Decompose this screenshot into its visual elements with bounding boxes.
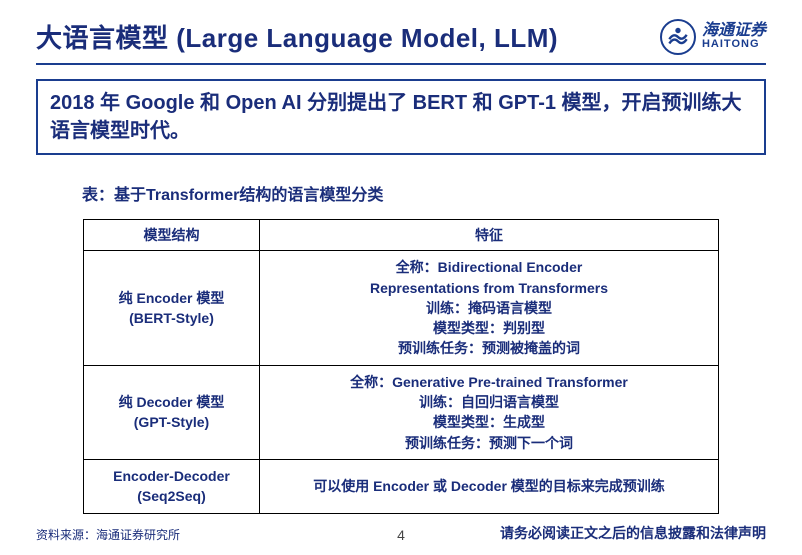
table-caption: 表：基于Transformer结构的语言模型分类 bbox=[82, 181, 766, 205]
cell-structure: 纯 Decoder 模型(GPT-Style) bbox=[84, 365, 260, 459]
brand-text: 海通证券 HAITONG bbox=[702, 23, 766, 50]
brand-logo: 海通证券 HAITONG bbox=[660, 19, 766, 55]
table-header-row: 模型结构 特征 bbox=[84, 220, 719, 251]
cell-feature: 全称：Bidirectional EncoderRepresentations … bbox=[260, 251, 719, 365]
footer: 资料来源：海通证券研究所 4 请务必阅读正文之后的信息披露和法律声明 bbox=[36, 523, 766, 543]
callout-box: 2018 年 Google 和 Open AI 分别提出了 BERT 和 GPT… bbox=[36, 79, 766, 155]
brand-name-en: HAITONG bbox=[702, 39, 766, 50]
header: 大语言模型 (Large Language Model, LLM) 海通证券 H… bbox=[36, 18, 766, 65]
col-header-feature: 特征 bbox=[260, 220, 719, 251]
callout-text: 2018 年 Google 和 Open AI 分别提出了 BERT 和 GPT… bbox=[50, 89, 752, 145]
cell-structure: 纯 Encoder 模型(BERT-Style) bbox=[84, 251, 260, 365]
disclaimer-text: 请务必阅读正文之后的信息披露和法律声明 bbox=[500, 523, 766, 543]
source-text: 资料来源：海通证券研究所 bbox=[36, 526, 180, 543]
col-header-structure: 模型结构 bbox=[84, 220, 260, 251]
table-row: 纯 Encoder 模型(BERT-Style) 全称：Bidirectiona… bbox=[84, 251, 719, 365]
haitong-logo-icon bbox=[660, 19, 696, 55]
cell-structure: Encoder-Decoder(Seq2Seq) bbox=[84, 459, 260, 513]
cell-feature: 全称：Generative Pre-trained Transformer训练：… bbox=[260, 365, 719, 459]
cell-feature: 可以使用 Encoder 或 Decoder 模型的目标来完成预训练 bbox=[260, 459, 719, 513]
table-row: 纯 Decoder 模型(GPT-Style) 全称：Generative Pr… bbox=[84, 365, 719, 459]
brand-name-cn: 海通证券 bbox=[702, 23, 766, 39]
model-table: 模型结构 特征 纯 Encoder 模型(BERT-Style) 全称：Bidi… bbox=[83, 219, 719, 514]
slide: 大语言模型 (Large Language Model, LLM) 海通证券 H… bbox=[0, 0, 802, 555]
page-number: 4 bbox=[397, 527, 405, 543]
table-row: Encoder-Decoder(Seq2Seq) 可以使用 Encoder 或 … bbox=[84, 459, 719, 513]
slide-title: 大语言模型 (Large Language Model, LLM) bbox=[36, 18, 558, 55]
